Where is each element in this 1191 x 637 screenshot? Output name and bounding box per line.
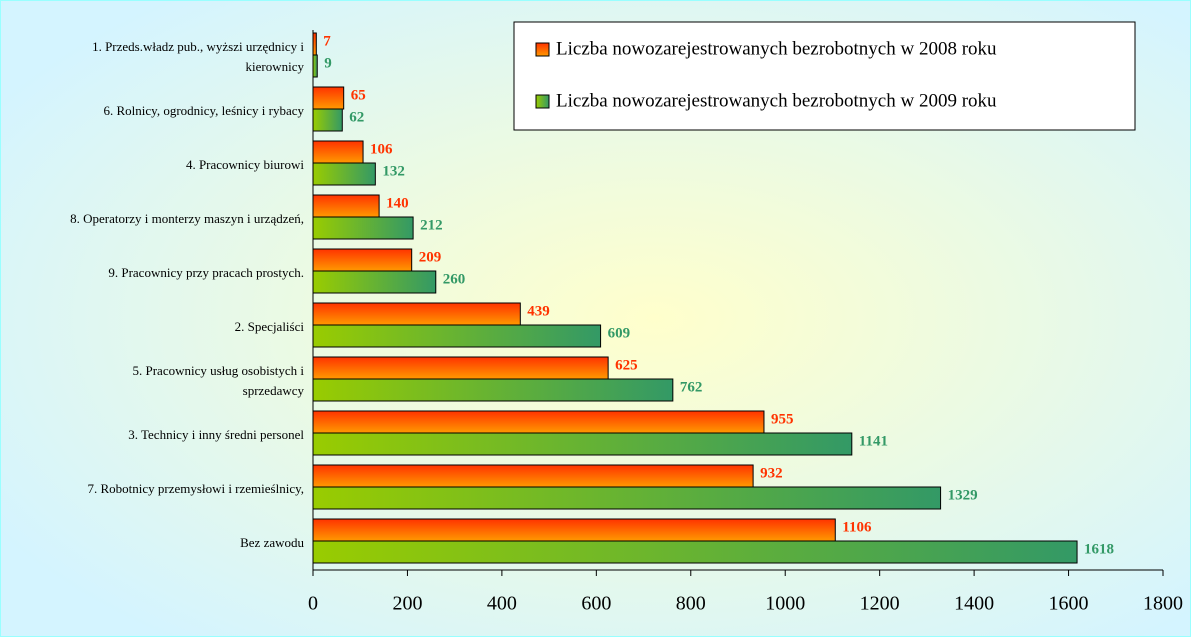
legend-label: Liczba nowozarejestrowanych bezrobotnych… bbox=[556, 90, 997, 111]
category-label: 2. Specjaliści bbox=[234, 319, 304, 334]
bar bbox=[312, 464, 754, 488]
value-label: 609 bbox=[608, 325, 631, 341]
category-label: 8. Operatorzy i monterzy maszyn i urządz… bbox=[70, 211, 304, 226]
value-label: 209 bbox=[419, 249, 442, 265]
value-label: 1618 bbox=[1084, 541, 1114, 557]
x-tick-label: 1800 bbox=[1143, 593, 1183, 615]
value-label: 932 bbox=[760, 465, 783, 481]
bar bbox=[312, 410, 765, 434]
bar bbox=[312, 54, 318, 78]
category-label: 5. Pracownicy usług osobistych i sprzeda… bbox=[132, 363, 304, 398]
value-label: 1329 bbox=[948, 487, 978, 503]
value-label: 65 bbox=[351, 87, 366, 103]
x-tick-label: 1600 bbox=[1049, 593, 1089, 615]
bar bbox=[312, 324, 602, 348]
bar bbox=[312, 486, 942, 510]
value-label: 212 bbox=[420, 217, 443, 233]
bar bbox=[312, 194, 380, 218]
legend-swatch bbox=[535, 42, 550, 57]
value-label: 955 bbox=[771, 411, 794, 427]
bar bbox=[312, 162, 376, 186]
x-tick-label: 200 bbox=[392, 593, 422, 615]
value-label: 106 bbox=[370, 141, 393, 157]
category-label: 4. Pracownicy biurowi bbox=[185, 157, 304, 172]
bar bbox=[312, 216, 414, 240]
bar bbox=[312, 432, 853, 456]
value-label: 7 bbox=[323, 33, 331, 49]
value-label: 62 bbox=[349, 109, 364, 125]
x-tick-label: 1200 bbox=[860, 593, 900, 615]
bar bbox=[312, 248, 413, 272]
bar bbox=[312, 302, 521, 326]
bar bbox=[312, 108, 343, 132]
value-label: 260 bbox=[443, 271, 466, 287]
category-label: 1. Przeds.władz pub., wyższi urzędnicy i… bbox=[92, 39, 304, 74]
category-label: 6. Rolnicy, ogrodnicy, leśnicy i rybacy bbox=[103, 103, 305, 118]
value-label: 1141 bbox=[859, 433, 888, 449]
legend-box bbox=[513, 21, 1136, 131]
bar bbox=[312, 140, 364, 164]
x-tick-label: 600 bbox=[581, 593, 611, 615]
x-tick-label: 400 bbox=[487, 593, 517, 615]
legend-swatch bbox=[535, 94, 550, 109]
x-tick-label: 1000 bbox=[765, 593, 805, 615]
bar bbox=[312, 86, 345, 110]
bar bbox=[312, 540, 1078, 564]
category-label: 3. Technicy i inny średni personel bbox=[128, 427, 304, 442]
bar bbox=[312, 270, 437, 294]
x-tick-label: 0 bbox=[308, 593, 318, 615]
bar bbox=[312, 356, 609, 380]
bar bbox=[312, 378, 674, 402]
value-label: 132 bbox=[382, 163, 405, 179]
category-label: 7. Robotnicy przemysłowi i rzemieślnicy, bbox=[87, 481, 305, 496]
value-label: 625 bbox=[615, 357, 638, 373]
legend-label: Liczba nowozarejestrowanych bezrobotnych… bbox=[556, 38, 997, 59]
category-label: 9. Pracownicy przy pracach prostych. bbox=[108, 265, 304, 280]
x-tick-label: 800 bbox=[676, 593, 706, 615]
value-label: 439 bbox=[527, 303, 550, 319]
value-label: 762 bbox=[680, 379, 703, 395]
category-label: Bez zawodu bbox=[240, 535, 304, 550]
bar bbox=[312, 518, 836, 542]
value-label: 9 bbox=[324, 55, 332, 71]
value-label: 140 bbox=[386, 195, 409, 211]
x-tick-label: 1400 bbox=[954, 593, 994, 615]
value-label: 1106 bbox=[842, 519, 872, 535]
